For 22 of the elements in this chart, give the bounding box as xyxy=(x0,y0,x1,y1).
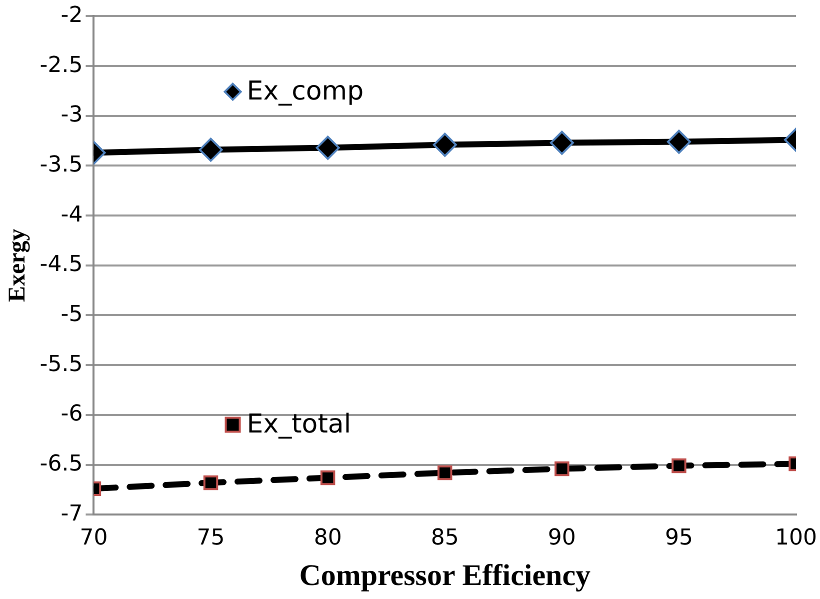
x-tick-label: 100 xyxy=(775,526,818,551)
legend-label: Ex_total xyxy=(246,409,352,440)
x-axis-title: Compressor Efficiency xyxy=(299,558,591,592)
y-tick-label: -5.5 xyxy=(40,352,83,377)
y-tick-label: -2.5 xyxy=(40,52,83,78)
y-axis-title: Exergy xyxy=(4,228,31,302)
x-tick-label: 90 xyxy=(548,526,576,551)
x-tick-label: 95 xyxy=(664,526,693,551)
x-tick-label: 85 xyxy=(430,526,459,551)
y-tick-label: -2 xyxy=(60,2,83,28)
x-tick-label: 70 xyxy=(80,526,108,551)
y-tick-label: -7 xyxy=(60,501,83,526)
y-tick-label: -4.5 xyxy=(40,252,83,278)
legend-label: Ex_comp xyxy=(246,76,364,107)
y-tick-label: -6 xyxy=(60,402,83,427)
y-tick-label: -4 xyxy=(60,202,83,228)
x-tick-label: 75 xyxy=(196,526,225,551)
y-tick-label: -5 xyxy=(60,302,83,327)
y-tick-label: -3.5 xyxy=(40,152,83,178)
y-tick-label: -3 xyxy=(60,102,83,128)
y-tick-label: -6.5 xyxy=(40,451,83,476)
x-tick-label: 80 xyxy=(314,526,342,551)
